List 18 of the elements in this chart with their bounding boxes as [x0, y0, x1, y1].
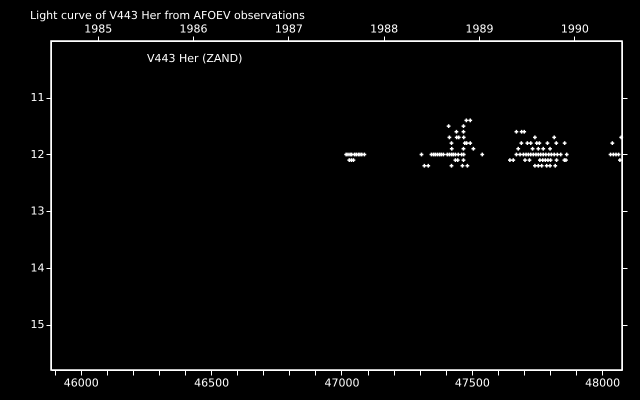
y-tick-label: 15: [30, 318, 44, 332]
y-tick-label: 12: [30, 148, 44, 161]
x-tick-label: 46500: [194, 376, 230, 390]
x2-tick-label: 1986: [180, 22, 208, 36]
y-tick-label: 11: [30, 91, 44, 104]
y-tick-label: 13: [30, 204, 44, 218]
chart-title: Light curve of V443 Her from AFOEV observations: [30, 9, 306, 22]
x-tick-label: 47000: [324, 376, 360, 390]
x2-tick-label: 1988: [370, 22, 398, 36]
x-tick-label: 47500: [454, 376, 490, 390]
x2-tick-label: 1989: [466, 22, 494, 36]
x2-tick-label: 1985: [84, 22, 112, 36]
x-tick-label: 48000: [585, 376, 620, 390]
x2-tick-label: 1987: [274, 22, 303, 36]
y-tick-label: 14: [30, 261, 44, 274]
annotation: V443 Her (ZAND): [147, 52, 242, 65]
x2-tick-label: 1990: [560, 22, 589, 36]
x-tick-label: 46000: [64, 376, 99, 390]
